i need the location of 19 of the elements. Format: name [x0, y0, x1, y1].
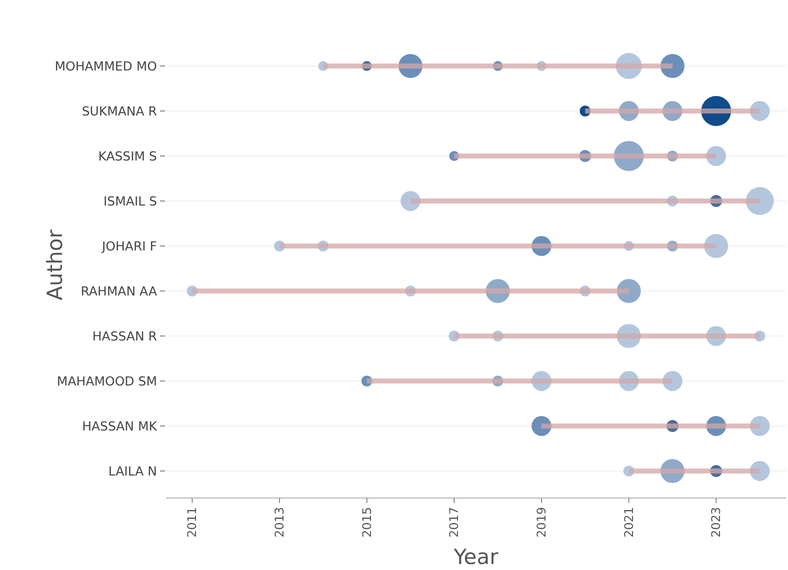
x-tick-label: 2013	[272, 507, 287, 538]
y-tick-label: MAHAMOOD SM	[56, 374, 157, 388]
x-tick-label: 2019	[534, 507, 548, 538]
y-tick-label: HASSAN R	[92, 328, 158, 344]
x-tick-label: 2023	[709, 507, 724, 538]
y-tick-label: JOHARI F	[100, 238, 157, 254]
x-tick-label: 2021	[622, 507, 636, 538]
y-tick-label: RAHMAN AA	[80, 284, 158, 298]
x-axis-title: Year	[452, 545, 499, 569]
y-tick-label: ISMAIL S	[103, 194, 158, 208]
y-tick-label: KASSIM S	[98, 148, 158, 164]
y-tick-label: LAILA N	[108, 464, 157, 478]
y-tick-label: HASSAN MK	[82, 418, 158, 434]
x-tick-label: 2015	[360, 507, 374, 538]
x-tick-label: 2011	[185, 507, 200, 538]
y-tick-label: MOHAMMED MO	[54, 58, 158, 74]
x-tick-label: 2017	[447, 507, 462, 538]
y-axis-title: Author	[43, 229, 67, 300]
y-tick-label: SUKMANA R	[82, 104, 158, 118]
